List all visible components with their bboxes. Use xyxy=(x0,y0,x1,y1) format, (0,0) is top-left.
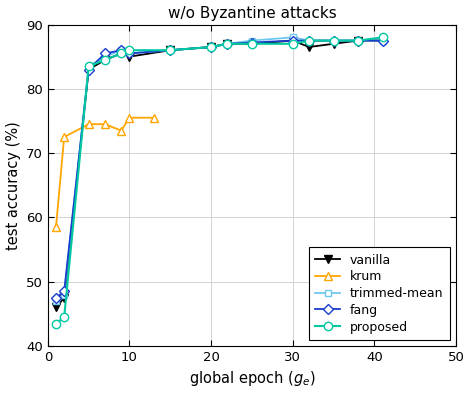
trimmed-mean xyxy=(126,51,132,56)
krum xyxy=(102,122,108,126)
trimmed-mean xyxy=(102,54,108,59)
trimmed-mean xyxy=(306,38,312,43)
vanilla xyxy=(380,38,385,43)
trimmed-mean xyxy=(249,38,255,43)
trimmed-mean xyxy=(290,35,296,40)
proposed xyxy=(208,45,214,49)
vanilla xyxy=(290,38,296,43)
fang xyxy=(102,51,108,56)
fang xyxy=(249,40,255,45)
fang xyxy=(86,67,92,72)
vanilla xyxy=(249,41,255,46)
vanilla xyxy=(62,296,67,300)
trimmed-mean xyxy=(208,45,214,49)
proposed xyxy=(62,315,67,320)
fang xyxy=(167,48,173,52)
krum xyxy=(86,122,92,126)
trimmed-mean xyxy=(167,48,173,52)
Legend: vanilla, krum, trimmed-mean, fang, proposed: vanilla, krum, trimmed-mean, fang, propo… xyxy=(309,247,450,340)
Line: krum: krum xyxy=(52,113,158,231)
vanilla xyxy=(331,41,337,46)
vanilla xyxy=(167,48,173,52)
proposed xyxy=(53,321,59,326)
fang xyxy=(53,296,59,300)
proposed xyxy=(380,35,385,40)
vanilla xyxy=(126,54,132,59)
Y-axis label: test accuracy (%): test accuracy (%) xyxy=(6,121,21,250)
Title: w/o Byzantine attacks: w/o Byzantine attacks xyxy=(167,6,337,20)
trimmed-mean xyxy=(62,292,67,297)
proposed xyxy=(118,51,124,56)
Line: trimmed-mean: trimmed-mean xyxy=(53,34,386,305)
fang xyxy=(225,41,230,46)
krum xyxy=(53,225,59,229)
proposed xyxy=(167,48,173,52)
proposed xyxy=(86,64,92,69)
fang xyxy=(306,38,312,43)
proposed xyxy=(331,38,337,43)
Line: proposed: proposed xyxy=(52,33,387,328)
vanilla xyxy=(355,38,361,43)
fang xyxy=(126,51,132,56)
X-axis label: global epoch ($g_e$): global epoch ($g_e$) xyxy=(188,370,315,388)
proposed xyxy=(306,38,312,43)
fang xyxy=(62,289,67,294)
trimmed-mean xyxy=(380,38,385,43)
proposed xyxy=(225,41,230,46)
Line: vanilla: vanilla xyxy=(52,36,387,312)
vanilla xyxy=(53,305,59,310)
vanilla xyxy=(86,67,92,72)
trimmed-mean xyxy=(53,299,59,303)
Line: fang: fang xyxy=(53,37,386,301)
trimmed-mean xyxy=(225,41,230,46)
vanilla xyxy=(306,45,312,49)
fang xyxy=(355,38,361,43)
krum xyxy=(151,115,157,120)
fang xyxy=(290,38,296,43)
trimmed-mean xyxy=(331,38,337,43)
vanilla xyxy=(208,45,214,49)
krum xyxy=(62,135,67,139)
vanilla xyxy=(102,58,108,62)
fang xyxy=(380,38,385,43)
trimmed-mean xyxy=(118,48,124,52)
krum xyxy=(118,128,124,133)
vanilla xyxy=(118,51,124,56)
proposed xyxy=(355,38,361,43)
proposed xyxy=(102,58,108,62)
fang xyxy=(331,38,337,43)
trimmed-mean xyxy=(355,38,361,43)
krum xyxy=(126,115,132,120)
proposed xyxy=(249,41,255,46)
proposed xyxy=(126,48,132,52)
fang xyxy=(118,48,124,52)
vanilla xyxy=(225,41,230,46)
proposed xyxy=(290,41,296,46)
trimmed-mean xyxy=(86,64,92,69)
fang xyxy=(208,45,214,49)
